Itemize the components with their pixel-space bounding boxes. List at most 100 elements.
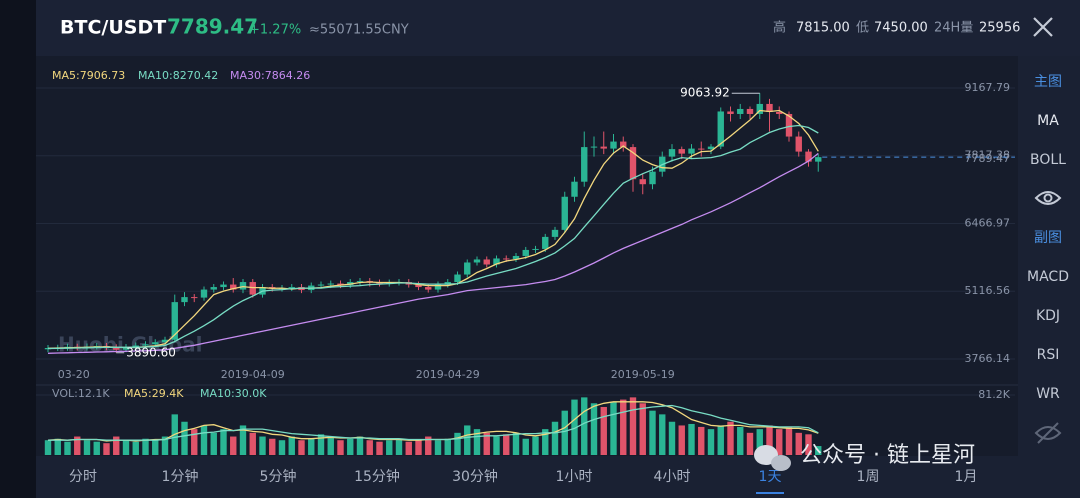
volume-bar	[727, 421, 734, 455]
candle-body	[815, 157, 822, 162]
tab[interactable]: 1周	[857, 469, 880, 485]
volume-bar	[415, 440, 422, 455]
volume-bar	[776, 429, 783, 455]
volume-bar	[610, 401, 617, 455]
tab[interactable]: 1小时	[556, 469, 593, 485]
sidebar-item[interactable]: BOLL	[1030, 152, 1066, 168]
tab[interactable]: 1天	[759, 469, 782, 485]
candle-body	[512, 255, 520, 259]
candle-body	[600, 146, 607, 149]
ma-line	[47, 109, 819, 349]
eye-off-icon[interactable]	[1034, 422, 1062, 444]
candle-body	[668, 149, 676, 157]
volume-bar	[142, 438, 149, 455]
volume-bar	[405, 441, 412, 455]
volume-bar	[464, 425, 471, 455]
volume-bar	[629, 397, 637, 455]
x-tick-label: 2019-04-29	[416, 368, 480, 381]
volume-bar	[386, 440, 393, 455]
volume-bar	[161, 436, 169, 455]
candle-body	[522, 249, 529, 256]
y-tick-label: 3766.14	[965, 352, 1011, 365]
candle-body	[434, 284, 442, 290]
volume-bar	[122, 440, 130, 455]
volume-bar	[434, 440, 442, 455]
candle-body	[425, 287, 432, 290]
volume-bar	[795, 432, 802, 455]
volume-bar	[737, 426, 744, 455]
tab[interactable]: 5分钟	[260, 468, 297, 485]
volume-bar	[571, 399, 578, 455]
y-tick-label: 9167.79	[965, 81, 1011, 94]
volume-bar	[200, 425, 208, 455]
y-tick-label: 7817.38	[965, 149, 1011, 162]
sidebar-heading: 副图	[1034, 230, 1062, 246]
candle-body	[727, 111, 734, 114]
candle-body	[200, 289, 208, 298]
candle-body	[327, 283, 334, 285]
candle-body	[785, 113, 793, 137]
candle-body	[483, 259, 490, 265]
volume-bar	[493, 436, 500, 455]
candle-body	[620, 141, 627, 148]
volume-bar	[454, 432, 461, 455]
candle-body	[249, 282, 256, 295]
close-button[interactable]	[1033, 17, 1053, 37]
sidebar-item[interactable]: KDJ	[1036, 308, 1060, 324]
volume-bar	[54, 438, 61, 455]
wechat-icon	[754, 445, 791, 471]
candle-body	[698, 148, 705, 150]
candle-body	[795, 136, 802, 152]
candle-body	[503, 258, 510, 260]
candle-body	[707, 146, 715, 150]
candle-body	[220, 284, 227, 288]
y-tick-label: 5116.56	[965, 284, 1011, 297]
candle-body	[678, 149, 685, 154]
candle-body	[776, 111, 783, 114]
sidebar-item[interactable]: MACD	[1027, 269, 1069, 285]
candle-body	[152, 342, 159, 345]
candle-body	[464, 262, 471, 275]
legend-entry: MA5:7906.73	[52, 69, 125, 82]
sidebar-item[interactable]: MA	[1037, 113, 1059, 129]
tab[interactable]: 分时	[69, 469, 97, 485]
candle-body	[581, 147, 588, 182]
volume-bar	[269, 438, 276, 455]
volume-bar	[581, 397, 588, 455]
volume-bar	[83, 440, 91, 455]
cny-price: ≈55071.55CNY	[309, 23, 409, 38]
tab[interactable]: 15分钟	[354, 468, 400, 485]
volume-bar	[542, 429, 549, 455]
tab[interactable]: 30分钟	[452, 468, 498, 485]
volume-bar	[532, 436, 539, 455]
candle-body	[532, 248, 539, 250]
tab[interactable]: 1月	[955, 469, 978, 485]
volume-bar	[815, 446, 822, 455]
volume-bar	[473, 429, 481, 455]
volume-bar	[113, 436, 120, 455]
tab[interactable]: 4小时	[654, 469, 691, 485]
volume-bar	[298, 440, 305, 455]
candle-body	[454, 274, 461, 283]
sidebar-item[interactable]: WR	[1036, 386, 1060, 402]
min-label: 3890.60	[126, 345, 176, 359]
volume-bar	[278, 440, 286, 455]
candle-body	[542, 236, 549, 249]
volume-bar	[551, 421, 559, 455]
volume-bar	[444, 438, 451, 455]
volume-bar	[317, 434, 325, 455]
y-tick-label: 81.2K	[978, 388, 1010, 401]
volume-bar	[347, 438, 354, 455]
candle-body	[210, 287, 217, 290]
candle-body	[571, 181, 578, 197]
candle-body	[639, 179, 646, 185]
volume-bar	[620, 399, 627, 455]
tab[interactable]: 1分钟	[162, 468, 199, 485]
legend-entry: MA10:30.0K	[200, 387, 267, 400]
volume-bar	[600, 406, 607, 455]
ma-line	[47, 124, 819, 350]
eye-icon[interactable]	[1034, 191, 1062, 205]
candle-body	[191, 297, 198, 299]
sidebar-item[interactable]: RSI	[1037, 347, 1060, 363]
